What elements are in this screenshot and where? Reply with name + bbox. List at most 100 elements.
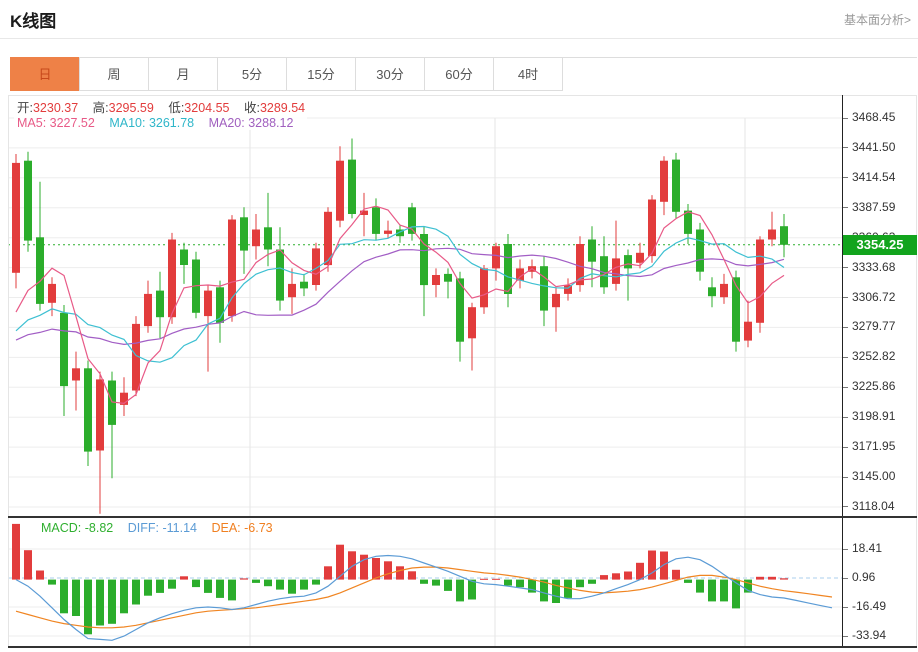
candle[interactable] — [360, 210, 368, 215]
candle[interactable] — [648, 199, 656, 257]
candle[interactable] — [372, 207, 380, 234]
candle[interactable] — [456, 278, 464, 342]
candle[interactable] — [324, 211, 332, 266]
macd-bar — [240, 578, 248, 580]
candle[interactable] — [48, 283, 56, 303]
macd-bar — [468, 579, 476, 600]
chart-border-bottom — [8, 646, 917, 648]
ma20-item: MA20: 3288.12 — [209, 116, 294, 130]
macd-bar — [288, 579, 296, 594]
macd-bar — [36, 570, 44, 580]
current-price-badge: 3354.25 — [843, 234, 917, 255]
axis-tick-label: 0.96 — [852, 570, 876, 584]
candle[interactable] — [432, 275, 440, 285]
candle[interactable] — [36, 237, 44, 304]
close-label: 收: — [243, 101, 260, 115]
candle[interactable] — [228, 219, 236, 317]
axis-tick-label: 3171.95 — [852, 439, 896, 454]
candle[interactable] — [612, 258, 620, 284]
candle[interactable] — [396, 229, 404, 237]
close-item: 收:3289.54 — [244, 101, 305, 115]
close-value: 3289.54 — [259, 101, 306, 115]
candle[interactable] — [552, 293, 560, 308]
tab-15min[interactable]: 15分 — [286, 57, 356, 91]
candle[interactable] — [24, 160, 32, 241]
candle[interactable] — [168, 239, 176, 318]
candle[interactable] — [288, 283, 296, 298]
candle[interactable] — [108, 380, 116, 425]
candle[interactable] — [180, 249, 188, 266]
candle[interactable] — [216, 287, 224, 323]
candle[interactable] — [600, 256, 608, 288]
candle[interactable] — [240, 217, 248, 251]
candle[interactable] — [564, 285, 572, 294]
candle[interactable] — [696, 229, 704, 272]
macd-bar — [312, 579, 320, 585]
candle[interactable] — [468, 307, 476, 339]
candle[interactable] — [768, 229, 776, 240]
candle[interactable] — [684, 210, 692, 234]
candle[interactable] — [348, 159, 356, 214]
tab-30min[interactable]: 30分 — [355, 57, 425, 91]
candle[interactable] — [252, 229, 260, 247]
tab-day[interactable]: 日 — [10, 57, 80, 91]
candle[interactable] — [420, 234, 428, 286]
tab-60min[interactable]: 60分 — [424, 57, 494, 91]
candle[interactable] — [672, 159, 680, 212]
candle[interactable] — [300, 281, 308, 289]
candle[interactable] — [588, 239, 596, 262]
candle[interactable] — [384, 230, 392, 234]
candle[interactable] — [120, 392, 128, 405]
candle[interactable] — [504, 244, 512, 294]
candle[interactable] — [540, 266, 548, 311]
macd-bar — [264, 579, 272, 587]
macd-bar — [372, 558, 380, 580]
candle[interactable] — [624, 255, 632, 269]
dea-label: DEA: — [211, 521, 245, 535]
candle[interactable] — [660, 160, 668, 202]
candle[interactable] — [204, 290, 212, 317]
candle[interactable] — [732, 277, 740, 342]
candle[interactable] — [444, 273, 452, 282]
candle[interactable] — [708, 287, 716, 297]
macd-bar — [336, 544, 344, 580]
candle[interactable] — [156, 290, 164, 318]
tab-5min[interactable]: 5分 — [217, 57, 287, 91]
candle[interactable] — [12, 162, 20, 273]
candle[interactable] — [144, 293, 152, 327]
axis-tick — [843, 297, 848, 299]
candle[interactable] — [84, 368, 92, 452]
candle[interactable] — [576, 244, 584, 286]
axis-tick — [843, 267, 848, 269]
candle[interactable] — [336, 160, 344, 221]
axis-tick-label: 3387.59 — [852, 199, 896, 214]
candle[interactable] — [60, 312, 68, 387]
fundamental-analysis-link[interactable]: 基本面分析> — [843, 13, 911, 27]
candle[interactable] — [96, 379, 104, 451]
candle[interactable] — [408, 207, 416, 234]
candle[interactable] — [744, 321, 752, 341]
candle[interactable] — [312, 248, 320, 285]
candle[interactable] — [636, 252, 644, 263]
candle[interactable] — [132, 323, 140, 391]
open-item: 开:3230.37 — [17, 101, 78, 115]
candle[interactable] — [780, 226, 788, 245]
tab-week[interactable]: 周 — [79, 57, 149, 91]
axis-tick-label: 3198.91 — [852, 409, 896, 424]
macd-bar — [276, 579, 284, 590]
candle[interactable] — [492, 246, 500, 269]
tab-4hour[interactable]: 4时 — [493, 57, 563, 91]
tab-month[interactable]: 月 — [148, 57, 218, 91]
candle[interactable] — [72, 368, 80, 381]
candle[interactable] — [276, 249, 284, 301]
chart-svg[interactable] — [8, 95, 843, 648]
candle[interactable] — [516, 268, 524, 281]
macd-bar — [732, 579, 740, 609]
axis-tick-label: 3441.50 — [852, 139, 896, 154]
candle[interactable] — [264, 227, 272, 250]
candle[interactable] — [756, 239, 764, 323]
candle[interactable] — [720, 283, 728, 298]
candle[interactable] — [480, 268, 488, 308]
axis-tick — [843, 577, 848, 579]
